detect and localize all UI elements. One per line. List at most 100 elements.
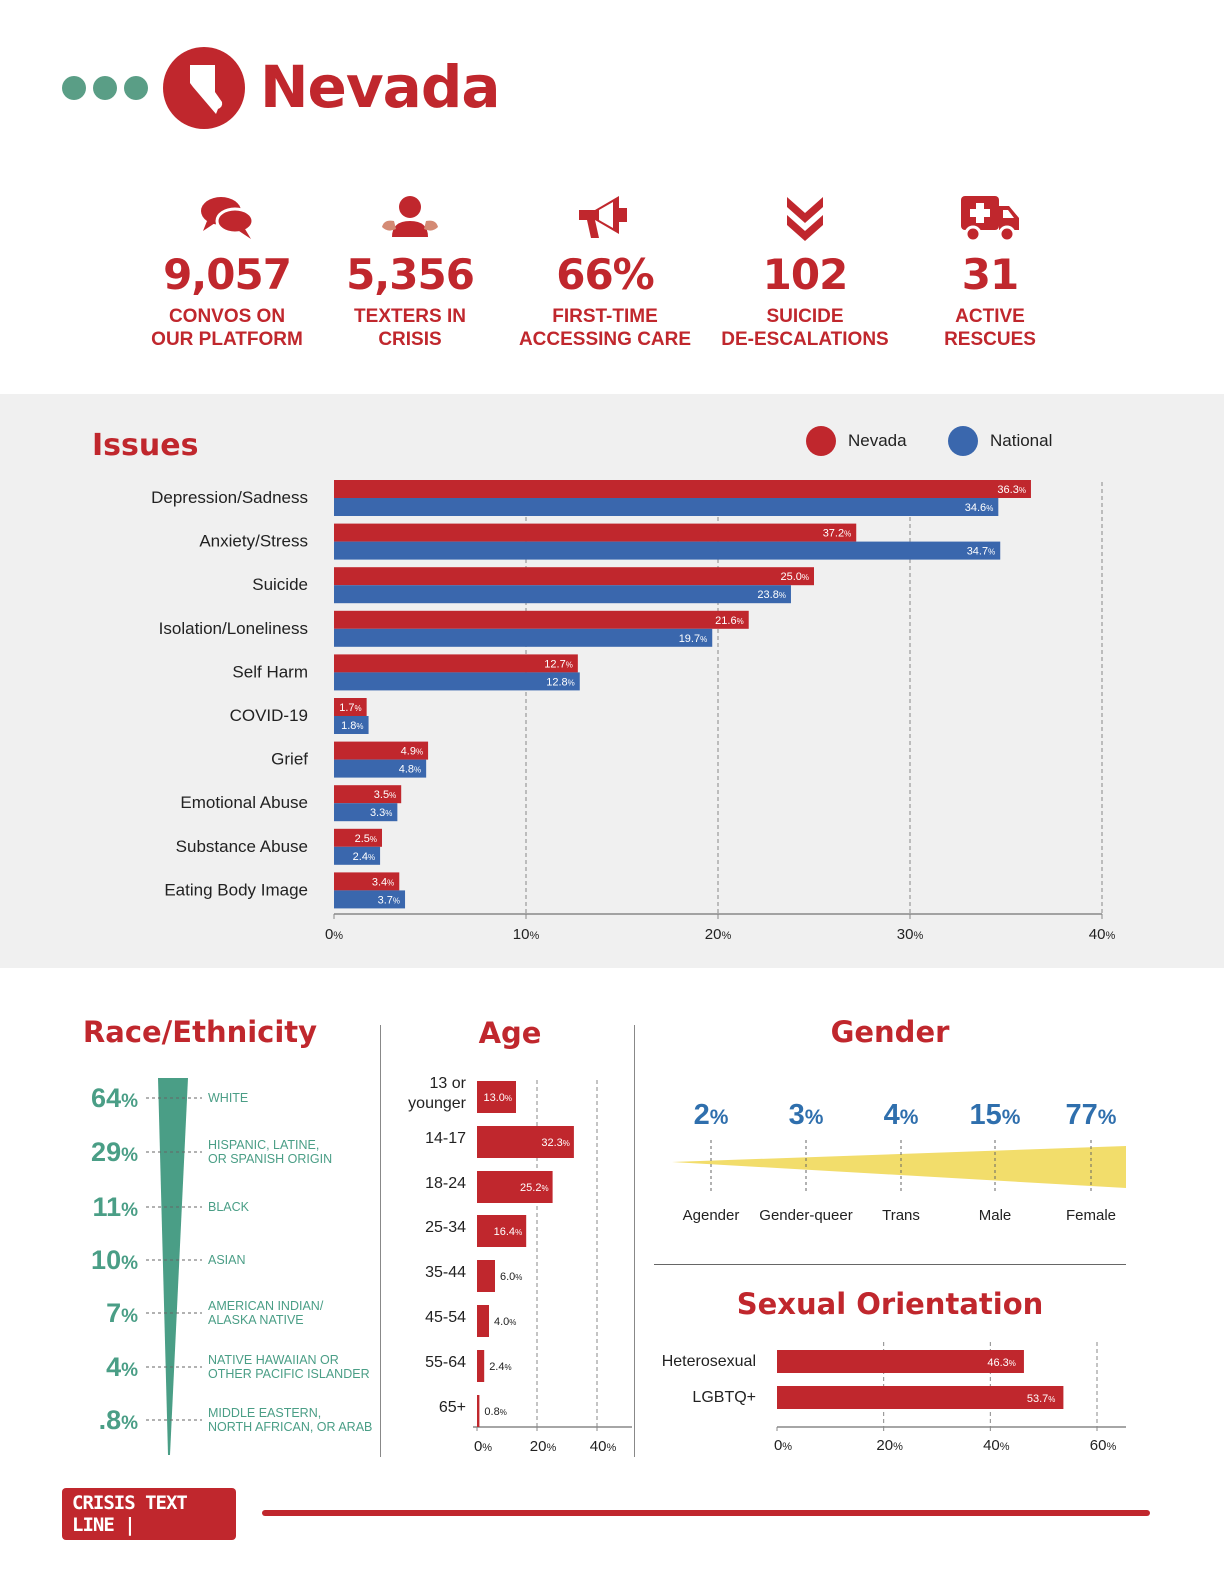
stat-label-line: RESCUES (944, 329, 1036, 350)
data-label: 2.4% (353, 851, 375, 863)
data-label: 36.3% (997, 484, 1026, 496)
divider (654, 1264, 1126, 1265)
chat-bubbles-icon (117, 188, 337, 248)
data-label: 21.6% (715, 615, 744, 627)
orientation-bar (777, 1350, 1024, 1373)
age-bar (477, 1395, 480, 1427)
dot (93, 76, 117, 100)
stat-rescues: 31 ACTIVE RESCUES (880, 188, 1100, 351)
legend-national: National (948, 426, 1052, 456)
stat-label-line: ACTIVE (955, 306, 1025, 327)
age-bar (477, 1081, 516, 1113)
divider (380, 1025, 381, 1457)
category-label: Suicide (252, 575, 308, 594)
gender-label: Trans (882, 1207, 920, 1224)
category-label: 45-54 (425, 1309, 466, 1326)
category-label: Anxiety/Stress (199, 532, 308, 551)
stat-label-line: FIRST-TIME (552, 306, 658, 327)
stat-label-line: CRISIS (378, 329, 442, 350)
bar-national (334, 628, 713, 647)
gender-wedge (672, 1146, 1126, 1188)
gender-percent: 4% (884, 1099, 919, 1131)
bar-national (334, 498, 999, 516)
race-label: ALASKA NATIVE (208, 1313, 304, 1327)
issues-panel: Issues Nevada National 0% 10% 20% 30% 40% Dep… (0, 394, 1224, 968)
category-label: 14-17 (425, 1130, 466, 1147)
data-label: 1.8% (341, 720, 363, 732)
category-label: 25-34 (425, 1219, 466, 1236)
stat-label: ACTIVE RESCUES (880, 305, 1100, 351)
stat-label: CONVOS ON OUR PLATFORM (117, 305, 337, 351)
bar-nevada (334, 785, 402, 804)
stat-texters: 5,356 TEXTERS IN CRISIS (300, 188, 520, 351)
nevada-shape-icon (190, 65, 223, 114)
category-label: 18-24 (425, 1175, 466, 1192)
bar-nevada (334, 567, 814, 586)
state-logo (163, 47, 245, 129)
category-label: Substance Abuse (176, 837, 308, 856)
age-bar (477, 1260, 495, 1292)
ambulance-icon (880, 188, 1100, 248)
x-tick-label: 30% (897, 926, 924, 943)
data-label: 25.0% (780, 571, 809, 583)
data-label: 34.7% (967, 546, 996, 558)
bar-national (334, 803, 398, 822)
data-label: 0.8% (484, 1406, 506, 1418)
bar-nevada (334, 698, 367, 716)
x-tick-label: 20% (530, 1438, 557, 1455)
gender-label: Female (1066, 1207, 1116, 1224)
x-tick-label: 10% (513, 926, 540, 943)
category-label: younger (408, 1095, 466, 1112)
bar-national (334, 890, 406, 909)
bar-national (334, 541, 1001, 560)
stat-label-line: CONVOS ON (168, 306, 286, 327)
stat-de-escalations: 102 SUICIDE DE-ESCALATIONS (695, 188, 915, 351)
bar-nevada (334, 654, 578, 673)
gender-percent: 77% (1066, 1099, 1117, 1131)
x-tick-label: 40% (590, 1438, 617, 1455)
x-tick-label: 20% (705, 926, 732, 943)
data-label: 37.2% (823, 528, 852, 540)
race-label: OR SPANISH ORIGIN (208, 1152, 332, 1166)
orientation-bar (777, 1386, 1064, 1409)
x-tick-label: 60% (1090, 1437, 1117, 1454)
gender-label: Gender-queer (759, 1207, 852, 1224)
gender-percent: 2% (694, 1099, 729, 1131)
data-label: 2.4% (489, 1361, 511, 1373)
footer-rule (262, 1510, 1150, 1516)
data-label: 3.3% (370, 807, 392, 819)
age-bar (477, 1126, 574, 1158)
category-label: Depression/Sadness (151, 488, 308, 507)
bar-nevada (334, 828, 382, 847)
data-label: 32.3% (541, 1137, 570, 1149)
page-title: Nevada (260, 53, 500, 121)
x-tick-label: 20% (876, 1437, 903, 1454)
data-label: 1.7% (339, 702, 361, 714)
header-dots (62, 76, 155, 105)
data-label: 34.6% (965, 502, 994, 514)
data-label: 23.8% (757, 589, 786, 601)
person-icon (300, 188, 520, 248)
gender-label: Agender (683, 1207, 740, 1224)
category-label: 65+ (439, 1399, 466, 1416)
stat-label-line: SUICIDE (766, 306, 844, 327)
issues-chart: 0% 10% 20% 30% 40%Depression/Sadness 36.3%34.… (151, 480, 1115, 943)
legend-nevada: Nevada (806, 426, 907, 456)
orientation-title: Sexual Orientation (736, 1287, 1044, 1321)
stat-label: SUICIDE DE-ESCALATIONS (695, 305, 915, 351)
data-label: 6.0% (500, 1271, 522, 1283)
data-label: 25.2% (520, 1182, 549, 1194)
bar-national (334, 716, 369, 734)
gender-label: Male (979, 1207, 1012, 1224)
race-percent: 11% (93, 1192, 139, 1222)
stat-value: 102 (762, 250, 849, 299)
data-label: 16.4% (494, 1226, 523, 1238)
data-label: 46.3% (987, 1357, 1016, 1369)
legend-label: Nevada (848, 431, 907, 450)
dot (124, 76, 148, 100)
x-tick-label: 0% (325, 926, 343, 943)
stat-first-time: 66% FIRST-TIME ACCESSING CARE (495, 188, 715, 351)
age-chart: 0% 20% 40% 13.0% 13 or younger 32.3% 14-17 25.2%… (408, 1075, 632, 1455)
x-tick-label: 40% (983, 1437, 1010, 1454)
race-label: AMERICAN INDIAN/ (208, 1299, 324, 1313)
